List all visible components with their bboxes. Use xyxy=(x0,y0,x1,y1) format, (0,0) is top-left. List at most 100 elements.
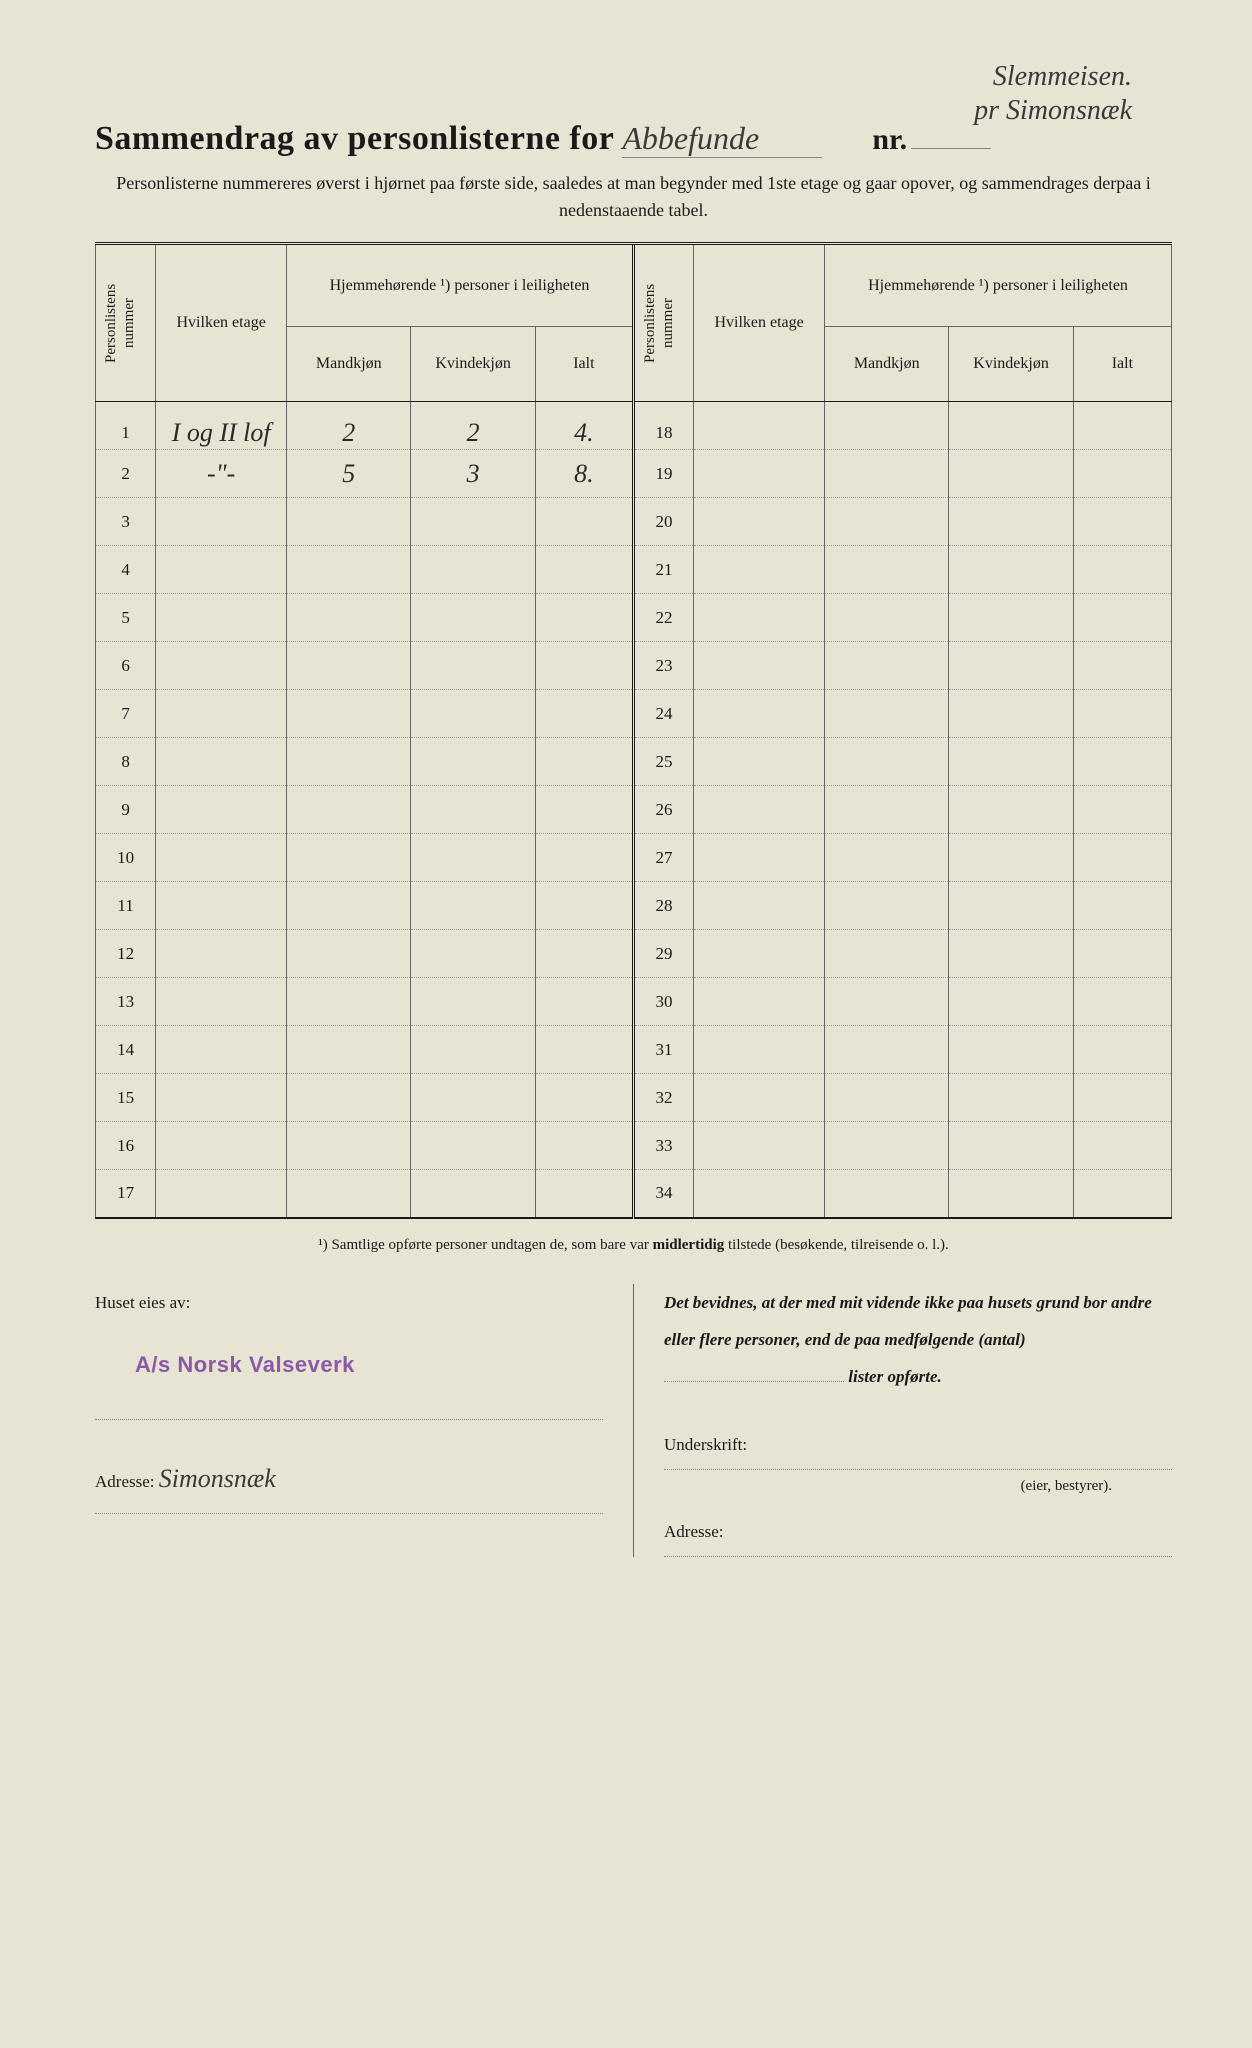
row-num-left: 1 xyxy=(96,402,156,450)
cell-etage xyxy=(156,546,287,594)
row-num-left: 17 xyxy=(96,1170,156,1218)
cell-mandkjon xyxy=(287,930,411,978)
cell-mandkjon xyxy=(287,498,411,546)
cell-mandkjon-r xyxy=(825,930,949,978)
cell-kvindekjon-r xyxy=(949,594,1073,642)
row-num-right: 33 xyxy=(633,1122,693,1170)
cell-kvindekjon xyxy=(411,642,535,690)
cell-mandkjon-r xyxy=(825,402,949,450)
table-row: 1431 xyxy=(96,1026,1172,1074)
cell-kvindekjon-r xyxy=(949,882,1073,930)
cell-ialt-r xyxy=(1073,978,1171,1026)
row-num-right: 30 xyxy=(633,978,693,1026)
cell-kvindekjon xyxy=(411,930,535,978)
cell-ialt: 8. xyxy=(535,450,633,498)
table-row: 1128 xyxy=(96,882,1172,930)
cell-kvindekjon xyxy=(411,546,535,594)
cell-mandkjon-r xyxy=(825,546,949,594)
cell-kvindekjon xyxy=(411,690,535,738)
cell-etage: -"- xyxy=(156,450,287,498)
cell-etage-r xyxy=(694,450,825,498)
table-row: 1734 xyxy=(96,1170,1172,1218)
cell-kvindekjon xyxy=(411,978,535,1026)
row-num-right: 19 xyxy=(633,450,693,498)
row-num-right: 32 xyxy=(633,1074,693,1122)
row-num-right: 27 xyxy=(633,834,693,882)
handwritten-line-1: Slemmeisen. xyxy=(974,60,1132,94)
footnote: ¹) Samtlige opførte personer undtagen de… xyxy=(95,1237,1172,1254)
row-num-right: 20 xyxy=(633,498,693,546)
cell-ialt-r xyxy=(1073,1074,1171,1122)
cell-kvindekjon xyxy=(411,882,535,930)
cell-ialt-r xyxy=(1073,498,1171,546)
cell-ialt xyxy=(535,1170,633,1218)
row-num-left: 2 xyxy=(96,450,156,498)
header-ialt-right: Ialt xyxy=(1073,327,1171,402)
cell-ialt xyxy=(535,1026,633,1074)
cell-mandkjon-r xyxy=(825,786,949,834)
cell-mandkjon xyxy=(287,882,411,930)
row-num-right: 28 xyxy=(633,882,693,930)
cell-kvindekjon xyxy=(411,738,535,786)
cell-mandkjon xyxy=(287,690,411,738)
adresse-line-left xyxy=(95,1513,603,1514)
cell-mandkjon xyxy=(287,642,411,690)
cell-ialt xyxy=(535,882,633,930)
cell-ialt xyxy=(535,1122,633,1170)
header-kvindekjon-left: Kvindekjøn xyxy=(411,327,535,402)
cell-kvindekjon-r xyxy=(949,690,1073,738)
adresse-handwritten: Simonsnæk xyxy=(159,1464,276,1493)
cell-mandkjon-r xyxy=(825,738,949,786)
cell-ialt xyxy=(535,594,633,642)
eier-bestyrer-note: (eier, bestyrer). xyxy=(664,1470,1172,1503)
table-row: 1633 xyxy=(96,1122,1172,1170)
cell-etage xyxy=(156,786,287,834)
cell-mandkjon xyxy=(287,978,411,1026)
table-row: 623 xyxy=(96,642,1172,690)
cell-kvindekjon-r xyxy=(949,834,1073,882)
cell-etage xyxy=(156,1074,287,1122)
header-hjemmehorende-right: Hjemmehørende ¹) personer i leiligheten xyxy=(825,245,1172,327)
cell-kvindekjon xyxy=(411,786,535,834)
cell-etage-r xyxy=(694,930,825,978)
cell-kvindekjon-r xyxy=(949,738,1073,786)
owner-stamp: A/s Norsk Valseverk xyxy=(135,1341,603,1389)
cell-etage xyxy=(156,978,287,1026)
table-row: 825 xyxy=(96,738,1172,786)
cell-kvindekjon-r xyxy=(949,1122,1073,1170)
cell-kvindekjon-r xyxy=(949,1026,1073,1074)
header-hvilken-etage-left: Hvilken etage xyxy=(156,245,287,402)
cell-ialt-r xyxy=(1073,834,1171,882)
table-row: 1229 xyxy=(96,930,1172,978)
row-num-left: 12 xyxy=(96,930,156,978)
table-body: 1I og II lof224.182-"-538.19320421522623… xyxy=(96,402,1172,1218)
cell-etage-r xyxy=(694,498,825,546)
owner-signature-line xyxy=(95,1419,603,1420)
cell-ialt xyxy=(535,834,633,882)
cell-kvindekjon xyxy=(411,1026,535,1074)
cell-ialt-r xyxy=(1073,786,1171,834)
cell-ialt-r xyxy=(1073,738,1171,786)
cell-etage xyxy=(156,834,287,882)
header-personlistens-nummer-right: Personlistens nummer xyxy=(633,245,693,402)
row-num-left: 4 xyxy=(96,546,156,594)
table-row: 2-"-538.19 xyxy=(96,450,1172,498)
handwritten-annotation-top: Slemmeisen. pr Simonsnæk xyxy=(974,60,1132,127)
handwritten-line-2: pr Simonsnæk xyxy=(974,94,1132,128)
adresse-line-right xyxy=(664,1556,1172,1557)
header-kvindekjon-right: Kvindekjøn xyxy=(949,327,1073,402)
cell-mandkjon xyxy=(287,546,411,594)
cell-etage xyxy=(156,1026,287,1074)
cell-etage xyxy=(156,690,287,738)
table-row: 724 xyxy=(96,690,1172,738)
cell-etage xyxy=(156,1170,287,1218)
row-num-right: 25 xyxy=(633,738,693,786)
bottom-right-column: Det bevidnes, at der med mit vidende ikk… xyxy=(634,1284,1172,1558)
row-num-right: 23 xyxy=(633,642,693,690)
row-num-left: 13 xyxy=(96,978,156,1026)
cell-etage-r xyxy=(694,690,825,738)
cell-mandkjon-r xyxy=(825,594,949,642)
cell-kvindekjon-r xyxy=(949,546,1073,594)
cell-etage xyxy=(156,930,287,978)
cell-kvindekjon-r xyxy=(949,1074,1073,1122)
